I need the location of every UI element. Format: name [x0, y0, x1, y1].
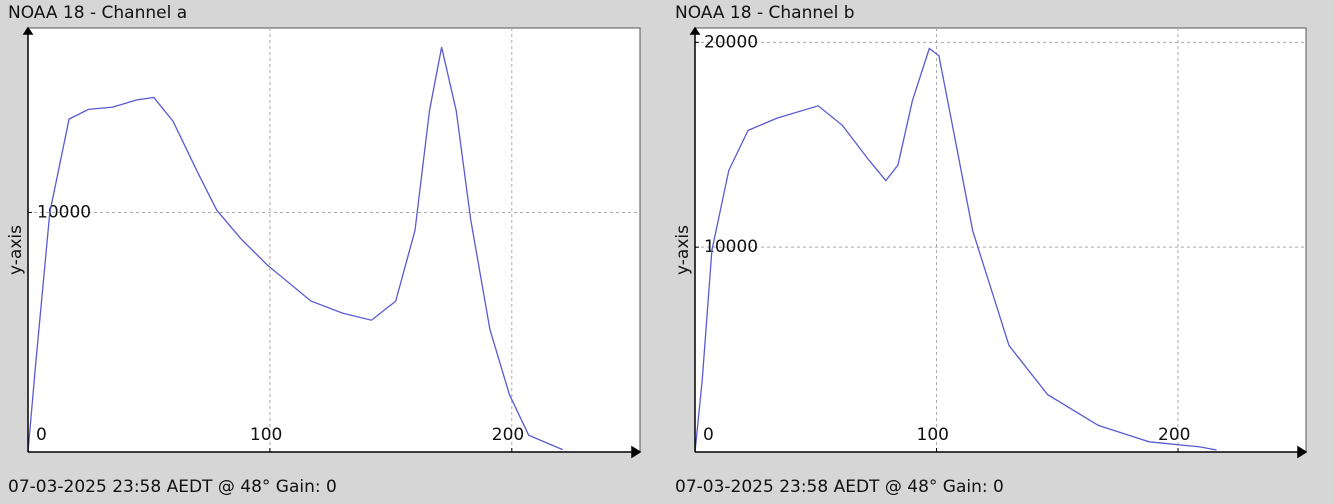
y-axis [22, 26, 34, 452]
data-line [694, 47, 1217, 453]
y-axis-label: y-axis [673, 225, 693, 275]
y-tick-label: 10000 [704, 237, 758, 257]
y-tick-label: 10000 [37, 202, 91, 222]
y-tick-label: 20000 [704, 32, 758, 52]
x-tick-label: 200 [1158, 425, 1190, 445]
x-axis [695, 445, 1308, 459]
chart-title: NOAA 18 - Channel a [8, 3, 187, 23]
footer-status: 07-03-2025 23:58 AEDT @ 48° Gain: 0 [8, 477, 337, 497]
x-tick-label: 0 [703, 425, 714, 445]
x-tick-label: 100 [917, 425, 949, 445]
x-tick-label: 100 [250, 425, 282, 445]
y-axis [689, 26, 701, 452]
y-axis-label: y-axis [6, 225, 26, 275]
chart-title: NOAA 18 - Channel b [675, 3, 855, 23]
x-tick-label: 200 [492, 425, 524, 445]
plot-area [27, 27, 641, 453]
x-axis [28, 445, 642, 459]
data-line [27, 47, 563, 453]
plot-area [694, 27, 1307, 453]
x-tick-label: 0 [36, 425, 47, 445]
footer-status: 07-03-2025 23:58 AEDT @ 48° Gain: 0 [675, 477, 1004, 497]
